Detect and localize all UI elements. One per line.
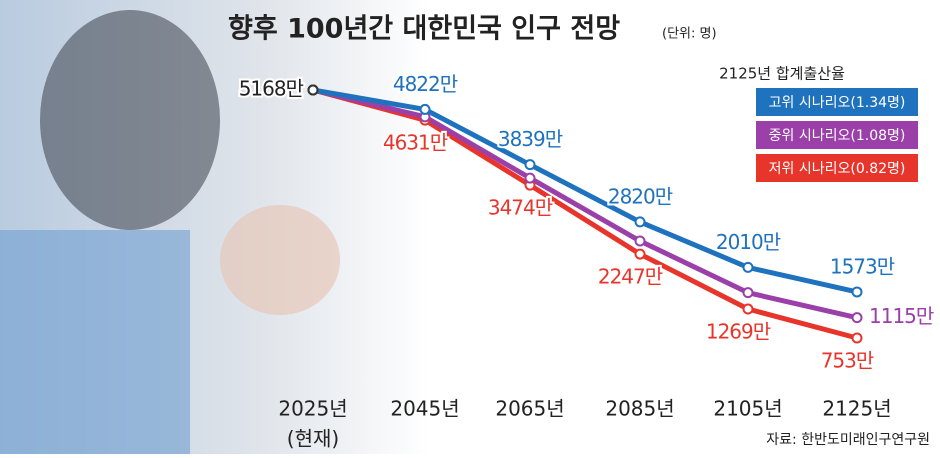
data-point: [634, 216, 646, 228]
x-tick-label: 2105년: [713, 397, 782, 421]
data-point: [742, 261, 754, 273]
data-point: [419, 103, 431, 115]
series-line: [312, 87, 858, 321]
value-label: 3474만: [488, 196, 553, 220]
data-point: [634, 248, 646, 260]
unit-label: (단위: 명): [662, 27, 717, 42]
data-point: [742, 287, 754, 299]
legend-swatch: [756, 88, 918, 116]
value-label: 2247만: [598, 265, 663, 289]
series-line: [312, 87, 858, 341]
x-tick-label: 2085년: [605, 397, 674, 421]
source: 자료: 한반도미래인구연구원: [766, 432, 930, 448]
photo-gown: [0, 230, 190, 454]
legend-label: 고위 시나리오(1.34명): [769, 95, 906, 111]
value-label: 2010만: [716, 230, 781, 254]
data-point: [851, 286, 863, 298]
data-point: [634, 235, 646, 247]
data-point: [524, 159, 536, 171]
series-line: [312, 87, 858, 295]
data-point: [742, 303, 754, 315]
legend-label: 중위 시나리오(1.08명): [769, 128, 906, 144]
x-tick-label: 2065년: [495, 397, 564, 421]
value-label: 753만: [821, 349, 874, 373]
legend-swatch: [756, 121, 918, 149]
legend-swatch: [756, 154, 918, 182]
x-tick-label: 2025년: [278, 397, 347, 421]
photo-figure: [40, 10, 220, 230]
data-point: [524, 172, 536, 184]
chart-title: 향후 100년간 대한민국 인구 전망: [228, 14, 620, 45]
value-label: 4822만: [393, 72, 458, 96]
data-point: [851, 332, 863, 344]
legend-label: 저위 시나리오(0.82명): [769, 161, 906, 177]
value-label: 4631만: [383, 131, 448, 155]
legend-title: 2125년 합계출산율: [719, 65, 845, 83]
value-label: 2820만: [608, 184, 673, 208]
value-label: 1573만: [830, 254, 895, 278]
category-note: (현재): [287, 427, 339, 451]
value-label: 1115만: [869, 304, 934, 328]
x-tick-label: 2045년: [390, 397, 459, 421]
photo-baby: [220, 205, 340, 315]
value-label: 3839만: [498, 127, 563, 151]
value-label: 1269만: [706, 320, 771, 344]
data-point: [307, 84, 319, 96]
data-point: [851, 312, 863, 324]
value-label: 5168만: [239, 77, 304, 101]
x-tick-label: 2125년: [822, 397, 891, 421]
